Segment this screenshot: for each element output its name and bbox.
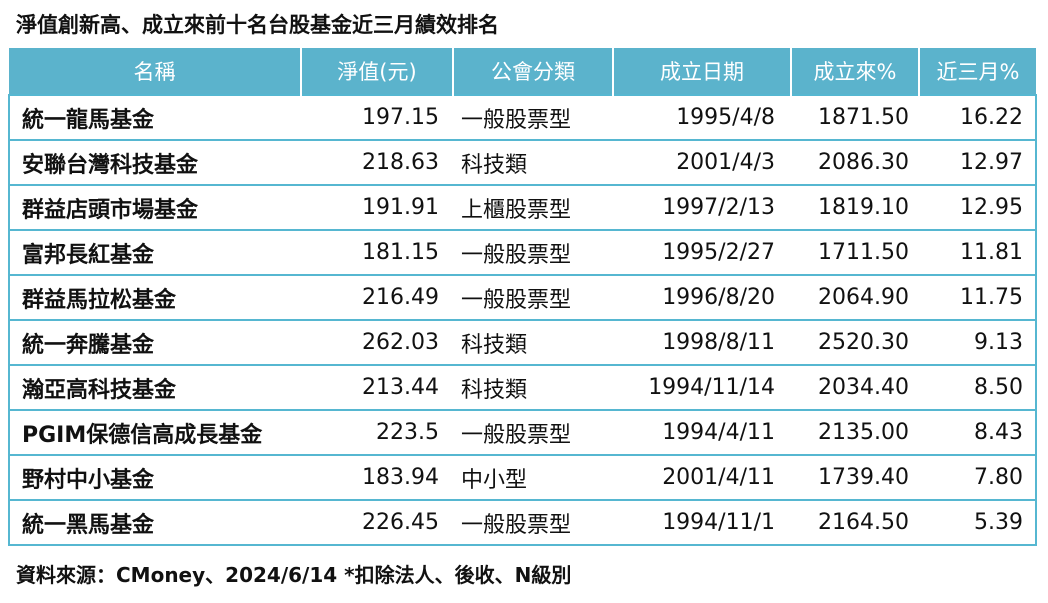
inception-date-cell: 1998/8/11 — [613, 320, 791, 366]
fund-name-cell: 安聯台灣科技基金 — [8, 140, 301, 186]
since-inception-cell: 2086.30 — [791, 140, 919, 186]
category-cell: 科技類 — [453, 365, 613, 411]
category-cell: 科技類 — [453, 140, 613, 186]
header-inception-date: 成立日期 — [612, 48, 792, 95]
since-inception-cell: 2164.50 — [791, 500, 919, 546]
since-inception-cell: 1871.50 — [791, 94, 919, 141]
table-row: 統一黑馬基金 226.45 一般股票型 1994/11/1 2164.50 5.39 — [8, 500, 1037, 546]
table-title: 淨值創新高、成立來前十名台股基金近三月績效排名 — [16, 13, 499, 37]
fund-ranking-table: 名稱 淨值(元) 公會分類 成立日期 成立來% 近三月% 統一龍馬基金 197.1… — [8, 48, 1037, 546]
nav-cell: 183.94 — [301, 455, 453, 501]
inception-date-cell: 1994/11/1 — [613, 500, 791, 546]
category-cell: 上櫃股票型 — [453, 185, 613, 231]
three-month-cell: 8.50 — [919, 365, 1037, 411]
since-inception-cell: 2135.00 — [791, 410, 919, 456]
fund-name-cell: 群益店頭市場基金 — [8, 185, 301, 231]
nav-cell: 226.45 — [301, 500, 453, 546]
since-inception-cell: 1819.10 — [791, 185, 919, 231]
table-row: 安聯台灣科技基金 218.63 科技類 2001/4/3 2086.30 12.97 — [8, 140, 1037, 186]
nav-cell: 213.44 — [301, 365, 453, 411]
since-inception-cell: 2034.40 — [791, 365, 919, 411]
three-month-cell: 12.95 — [919, 185, 1037, 231]
table-header-row: 名稱 淨值(元) 公會分類 成立日期 成立來% 近三月% — [9, 48, 1036, 95]
nav-cell: 223.5 — [301, 410, 453, 456]
since-inception-cell: 2520.30 — [791, 320, 919, 366]
header-since-inception: 成立來% — [790, 48, 920, 95]
three-month-cell: 11.75 — [919, 275, 1037, 321]
fund-name-cell: 統一奔騰基金 — [8, 320, 301, 366]
category-cell: 一般股票型 — [453, 230, 613, 276]
three-month-cell: 9.13 — [919, 320, 1037, 366]
table-row: 富邦長紅基金 181.15 一般股票型 1995/2/27 1711.50 11.81 — [8, 230, 1037, 276]
three-month-cell: 11.81 — [919, 230, 1037, 276]
category-cell: 一般股票型 — [453, 410, 613, 456]
nav-cell: 262.03 — [301, 320, 453, 366]
three-month-cell: 8.43 — [919, 410, 1037, 456]
fund-name-cell: 統一龍馬基金 — [8, 94, 301, 141]
table-row: 瀚亞高科技基金 213.44 科技類 1994/11/14 2034.40 8.50 — [8, 365, 1037, 411]
fund-name-cell: 富邦長紅基金 — [8, 230, 301, 276]
table-row: PGIM保德信高成長基金 223.5 一般股票型 1994/4/11 2135.00 8.… — [8, 410, 1037, 456]
fund-name-cell: 統一黑馬基金 — [8, 500, 301, 546]
table-row: 群益馬拉松基金 216.49 一般股票型 1996/8/20 2064.90 11.75 — [8, 275, 1037, 321]
since-inception-cell: 2064.90 — [791, 275, 919, 321]
table-row: 統一龍馬基金 197.15 一般股票型 1995/4/8 1871.50 16.22 — [8, 94, 1037, 141]
nav-cell: 191.91 — [301, 185, 453, 231]
source-note: 資料來源：CMoney、2024/6/14 *扣除法人、後收、N級別 — [16, 563, 572, 587]
three-month-cell: 16.22 — [919, 94, 1037, 141]
inception-date-cell: 1995/4/8 — [613, 94, 791, 141]
category-cell: 一般股票型 — [453, 94, 613, 141]
inception-date-cell: 1994/4/11 — [613, 410, 791, 456]
category-cell: 科技類 — [453, 320, 613, 366]
fund-name-cell: 群益馬拉松基金 — [8, 275, 301, 321]
table-row: 野村中小基金 183.94 中小型 2001/4/11 1739.40 7.80 — [8, 455, 1037, 501]
three-month-cell: 7.80 — [919, 455, 1037, 501]
fund-name-cell: PGIM保德信高成長基金 — [8, 410, 301, 456]
fund-name-cell: 野村中小基金 — [8, 455, 301, 501]
three-month-cell: 5.39 — [919, 500, 1037, 546]
header-category: 公會分類 — [452, 48, 614, 95]
header-name: 名稱 — [9, 48, 302, 95]
category-cell: 一般股票型 — [453, 275, 613, 321]
inception-date-cell: 1994/11/14 — [613, 365, 791, 411]
header-three-month: 近三月% — [918, 48, 1036, 95]
fund-name-cell: 瀚亞高科技基金 — [8, 365, 301, 411]
since-inception-cell: 1739.40 — [791, 455, 919, 501]
inception-date-cell: 1996/8/20 — [613, 275, 791, 321]
inception-date-cell: 2001/4/11 — [613, 455, 791, 501]
since-inception-cell: 1711.50 — [791, 230, 919, 276]
inception-date-cell: 2001/4/3 — [613, 140, 791, 186]
header-nav: 淨值(元) — [300, 48, 454, 95]
nav-cell: 181.15 — [301, 230, 453, 276]
inception-date-cell: 1997/2/13 — [613, 185, 791, 231]
nav-cell: 216.49 — [301, 275, 453, 321]
inception-date-cell: 1995/2/27 — [613, 230, 791, 276]
table-row: 統一奔騰基金 262.03 科技類 1998/8/11 2520.30 9.13 — [8, 320, 1037, 366]
three-month-cell: 12.97 — [919, 140, 1037, 186]
table-row: 群益店頭市場基金 191.91 上櫃股票型 1997/2/13 1819.10 12.95 — [8, 185, 1037, 231]
category-cell: 一般股票型 — [453, 500, 613, 546]
nav-cell: 197.15 — [301, 94, 453, 141]
nav-cell: 218.63 — [301, 140, 453, 186]
category-cell: 中小型 — [453, 455, 613, 501]
